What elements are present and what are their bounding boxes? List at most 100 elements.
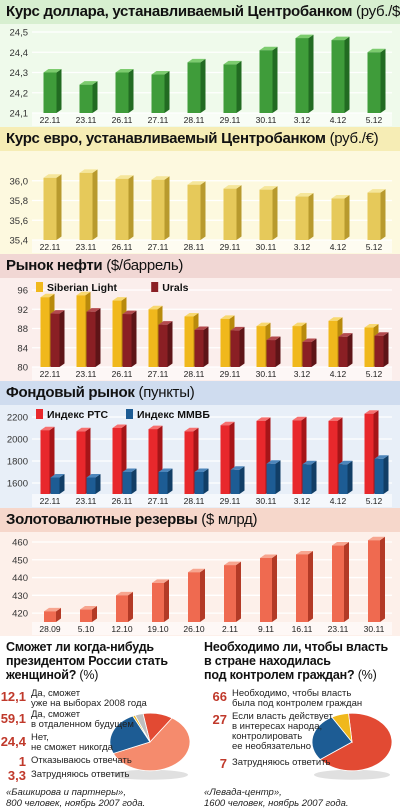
usd-rate-plot: 24,1 24,2 24,3 24,4 24,5 22.11 23.11 26.11 27.11… [0,24,400,127]
bar-side [236,60,242,113]
bar [367,192,381,240]
x-tick-label: 4.12 [330,242,347,252]
bar-top [187,181,206,185]
x-tick-label: 9.11 [258,624,274,634]
legend-label: Siberian Light [47,282,118,294]
bar-side [311,338,317,367]
poll-citizen-control-pie [311,712,393,780]
y-tick-label: 88 [17,324,28,335]
bar [364,413,374,494]
bar [158,324,168,367]
bar-top [122,310,137,315]
y-tick-label: 2200 [7,413,28,424]
answer-value: 66 [212,689,227,704]
x-tick-label: 4.12 [330,496,347,506]
bar-top [115,175,134,179]
legend-swatch [36,409,43,419]
x-tick-label: 28.11 [184,242,205,252]
bar [332,545,344,622]
bar [43,177,57,240]
bar-top [220,315,235,319]
bar-top [260,554,277,558]
bar [292,326,302,367]
bar [187,184,201,240]
x-tick-label: 3.12 [294,369,311,379]
bar-side [167,321,173,367]
bar [158,472,168,494]
bar [230,330,240,367]
bar [260,558,272,622]
x-tick-label: 5.12 [366,496,383,506]
x-tick-label: 27.11 [148,115,169,125]
bar-top [148,425,163,430]
y-tick-label: 460 [12,538,28,549]
bar-top [338,333,353,337]
bar [122,472,132,494]
pie-slice [109,715,151,754]
bar-top [184,312,199,317]
x-tick-label: 30.11 [364,624,385,634]
bar [259,189,273,240]
chart-title: Курс доллара, устанавливаемый Центробанк… [6,3,400,20]
x-tick-label: 2.11 [222,624,238,634]
bar [43,72,57,113]
bar-top [148,305,163,310]
x-tick-label: 26.11 [112,242,133,252]
answer-value: 12,1 [0,689,26,704]
y-tick-label: 35,8 [10,196,29,207]
bar-top [266,336,281,341]
x-tick-label: 5.10 [78,624,95,634]
bar-side [239,466,245,494]
x-tick-label: 29.11 [220,369,241,379]
bar [148,309,158,367]
bar [220,425,230,494]
bar-top [184,427,199,432]
bar [79,172,93,240]
bar-top [122,468,137,472]
bar-top [223,185,242,189]
bar-top [194,468,209,472]
bar [50,477,60,494]
bar [148,429,158,494]
bar-top [40,426,55,431]
bar [338,464,348,494]
bar-top [292,416,307,421]
x-tick-label: 30.11 [256,115,277,125]
x-tick-label: 16.11 [292,624,313,634]
x-tick-label: 3.12 [294,115,311,125]
y-tick-label: 36,0 [10,176,29,187]
bar-top [86,474,101,478]
bar-side [275,336,281,367]
poll-source: «Башкирова и партнеры», 800 человек, нояб… [6,787,146,809]
bar-side [344,36,350,113]
x-tick-label: 28.11 [184,496,205,506]
stock-market-chart: Фондовый рынок (пункты) 1600 1800 2000 2200… [0,381,400,508]
bar-side [164,176,170,240]
bar [338,336,348,367]
bar-top [43,69,62,73]
answer-value: 24,4 [0,734,26,749]
bar-top [374,455,389,459]
x-tick-label: 26.11 [112,369,133,379]
x-tick-label: 29.11 [220,496,241,506]
x-tick-label: 3.12 [294,496,311,506]
bar [295,38,309,114]
bar [328,320,338,367]
x-tick-label: 29.11 [220,115,241,125]
bar-side [272,186,278,240]
bar [266,340,276,367]
bar-top [374,332,389,336]
bar-top [116,591,133,596]
bar-top [112,424,127,428]
answer-label: Необходимо, чтобы власть была под контрол… [232,688,363,709]
bar-side [380,189,386,240]
bar-top [50,310,65,314]
bar [328,420,338,494]
answer-label: Да, сможет в отдаленном будущем [31,709,134,730]
bar [374,335,384,367]
x-tick-label: 28.11 [184,115,205,125]
bar-side [200,181,206,240]
bar-side [200,568,205,622]
bar [256,326,266,367]
bar-side [128,69,134,113]
